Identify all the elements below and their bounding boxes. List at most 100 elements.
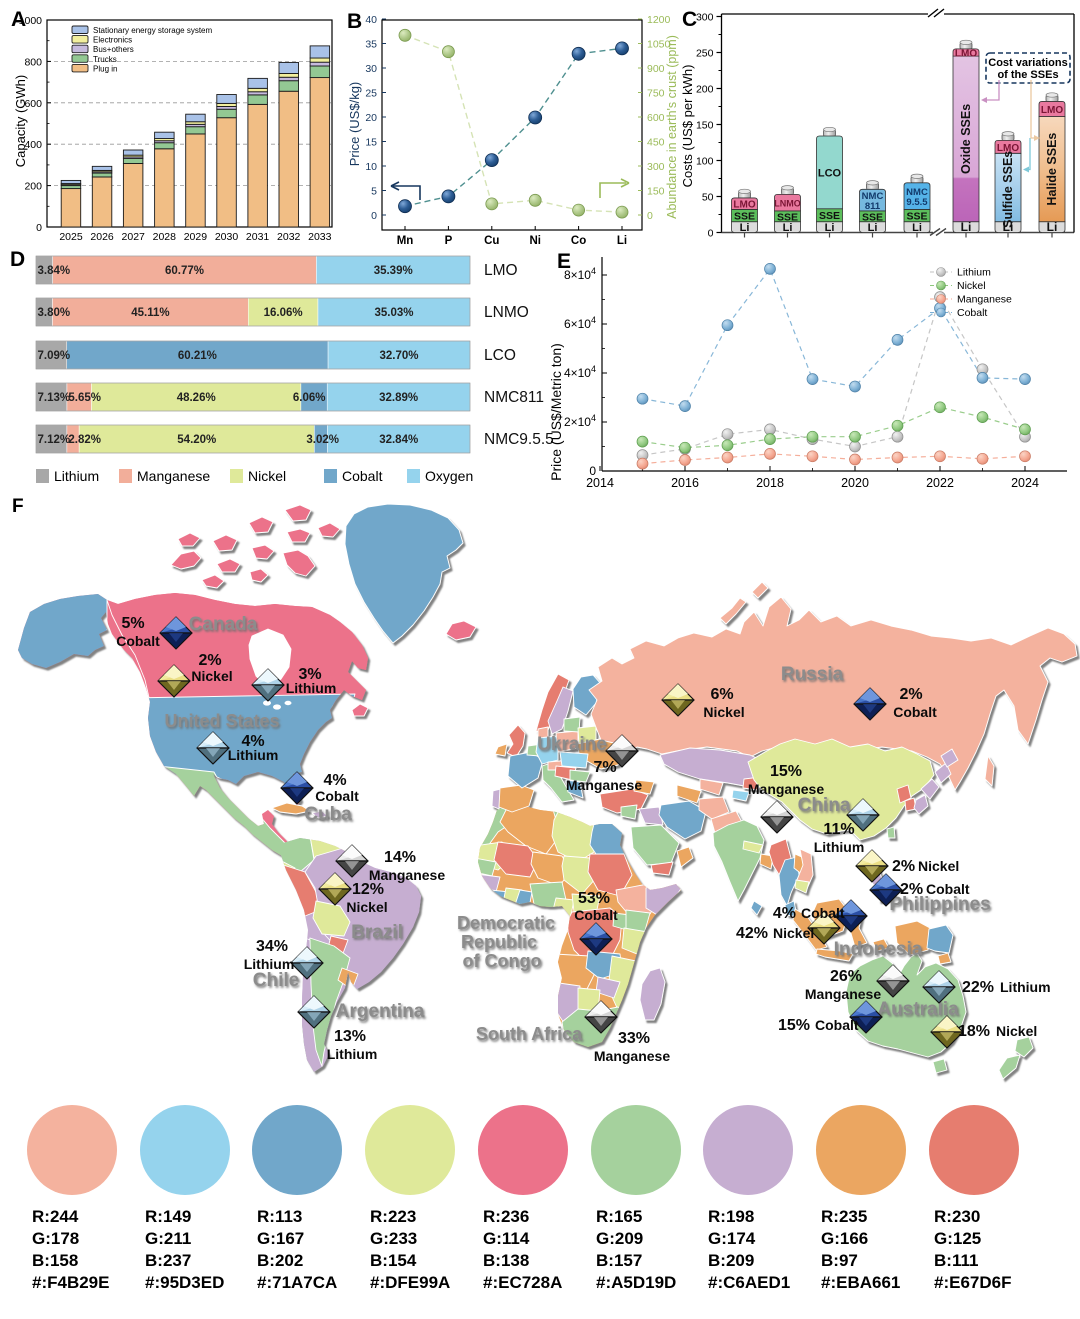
svg-text:32.84%: 32.84%: [379, 434, 418, 446]
svg-text:2016: 2016: [671, 476, 699, 490]
svg-text:B:157: B:157: [596, 1251, 642, 1270]
svg-text:3.80%: 3.80%: [38, 307, 71, 319]
svg-text:B:158: B:158: [32, 1251, 78, 1270]
svg-text:Democratic: Democratic: [457, 913, 555, 933]
svg-text:800: 800: [24, 56, 42, 68]
svg-text:Manganese: Manganese: [805, 986, 881, 1002]
svg-text:Li: Li: [912, 222, 922, 234]
svg-text:5%: 5%: [121, 615, 144, 632]
svg-text:Lithium: Lithium: [244, 956, 295, 972]
svg-text:13%: 13%: [334, 1028, 366, 1045]
svg-text:Manganese: Manganese: [957, 294, 1012, 306]
svg-text:G:178: G:178: [32, 1229, 79, 1248]
svg-text:11%: 11%: [823, 821, 854, 838]
svg-text:7%: 7%: [593, 759, 616, 776]
svg-text:6×104: 6×104: [564, 315, 596, 331]
svg-text:Cu: Cu: [484, 235, 499, 247]
svg-text:10: 10: [365, 161, 377, 173]
svg-text:2032: 2032: [277, 231, 301, 243]
svg-text:15: 15: [365, 137, 377, 149]
svg-text:Cobalt: Cobalt: [801, 905, 845, 921]
svg-text:2%: 2%: [900, 881, 923, 898]
svg-text:SSE: SSE: [819, 210, 840, 222]
svg-text:Cobalt: Cobalt: [315, 788, 359, 804]
svg-text:20: 20: [365, 112, 377, 124]
svg-text:33%: 33%: [618, 1030, 650, 1047]
svg-text:0: 0: [647, 210, 653, 222]
svg-text:15%: 15%: [770, 763, 802, 780]
svg-text:5.65%: 5.65%: [68, 392, 101, 404]
svg-text:3%: 3%: [298, 666, 321, 683]
svg-text:G:174: G:174: [708, 1229, 756, 1248]
svg-text:F: F: [12, 496, 24, 517]
svg-text:C: C: [682, 8, 697, 31]
svg-text:D: D: [10, 248, 25, 271]
svg-text:2027: 2027: [122, 231, 146, 243]
svg-text:Nickel: Nickel: [918, 858, 959, 874]
svg-text:Manganese: Manganese: [594, 1048, 670, 1064]
svg-text:14%: 14%: [384, 849, 416, 866]
svg-text:32.89%: 32.89%: [379, 392, 418, 404]
svg-text:0: 0: [708, 228, 714, 240]
svg-text:Manganese: Manganese: [748, 781, 824, 797]
svg-text:Bus+others: Bus+others: [93, 45, 134, 54]
svg-text:Li: Li: [740, 222, 750, 234]
svg-text:2018: 2018: [756, 476, 784, 490]
svg-text:Li: Li: [825, 222, 835, 234]
svg-text:#:71A7CA: #:71A7CA: [257, 1273, 337, 1292]
svg-text:Cobalt: Cobalt: [342, 468, 383, 484]
svg-text:#:95D3ED: #:95D3ED: [145, 1273, 224, 1292]
svg-text:LMO: LMO: [484, 262, 518, 279]
svg-text:R:223: R:223: [370, 1207, 416, 1226]
svg-text:2030: 2030: [215, 231, 239, 243]
svg-text:250: 250: [696, 48, 714, 60]
svg-text:12%: 12%: [352, 881, 384, 898]
svg-text:B:202: B:202: [257, 1251, 303, 1270]
svg-text:Argentina: Argentina: [336, 1001, 425, 1022]
svg-text:SSE: SSE: [862, 211, 883, 223]
svg-text:Cobalt: Cobalt: [116, 633, 160, 649]
svg-text:R:244: R:244: [32, 1207, 79, 1226]
svg-text:Cobalt: Cobalt: [574, 907, 618, 923]
svg-text:G:233: G:233: [370, 1229, 417, 1248]
svg-text:Costs (US$ per kWh): Costs (US$ per kWh): [680, 65, 695, 188]
svg-text:Ukraine: Ukraine: [537, 734, 607, 755]
svg-text:Capacity (GWh): Capacity (GWh): [13, 75, 28, 167]
svg-text:Ni: Ni: [529, 235, 541, 247]
svg-text:750: 750: [647, 88, 665, 100]
svg-text:2014: 2014: [586, 476, 614, 490]
svg-text:Li: Li: [1003, 220, 1014, 234]
svg-text:Li: Li: [617, 235, 627, 247]
svg-text:SSE: SSE: [734, 211, 755, 223]
svg-text:Lithium: Lithium: [327, 1046, 378, 1062]
svg-text:4%: 4%: [773, 905, 796, 922]
svg-text:Cost variations: Cost variations: [988, 57, 1067, 69]
svg-text:3.84%: 3.84%: [38, 265, 71, 277]
svg-text:22%: 22%: [962, 979, 994, 996]
svg-text:Russia: Russia: [781, 664, 844, 685]
svg-text:Nickel: Nickel: [957, 280, 986, 292]
svg-text:Nickel: Nickel: [248, 468, 286, 484]
svg-text:50: 50: [702, 192, 714, 204]
svg-text:2×104: 2×104: [564, 413, 596, 429]
svg-text:P: P: [445, 235, 453, 247]
svg-text:B:209: B:209: [708, 1251, 754, 1270]
svg-text:1000: 1000: [19, 15, 43, 27]
svg-text:#:DFE99A: #:DFE99A: [370, 1273, 450, 1292]
svg-text:48.26%: 48.26%: [177, 392, 216, 404]
svg-text:#:A5D19D: #:A5D19D: [596, 1273, 676, 1292]
svg-text:Nickel: Nickel: [346, 899, 387, 915]
svg-text:2.82%: 2.82%: [68, 434, 101, 446]
svg-text:6.06%: 6.06%: [293, 392, 326, 404]
svg-text:32.70%: 32.70%: [379, 350, 418, 362]
svg-text:LMO: LMO: [1041, 105, 1063, 116]
svg-text:Stationary energy storage syst: Stationary energy storage system: [93, 26, 213, 35]
svg-text:Nickel: Nickel: [191, 668, 232, 684]
svg-text:0: 0: [371, 210, 377, 222]
svg-text:B:154: B:154: [370, 1251, 417, 1270]
svg-text:R:198: R:198: [708, 1207, 754, 1226]
svg-text:26%: 26%: [830, 968, 862, 985]
svg-text:A: A: [11, 8, 26, 31]
svg-text:200: 200: [696, 84, 714, 96]
svg-text:150: 150: [696, 120, 714, 132]
